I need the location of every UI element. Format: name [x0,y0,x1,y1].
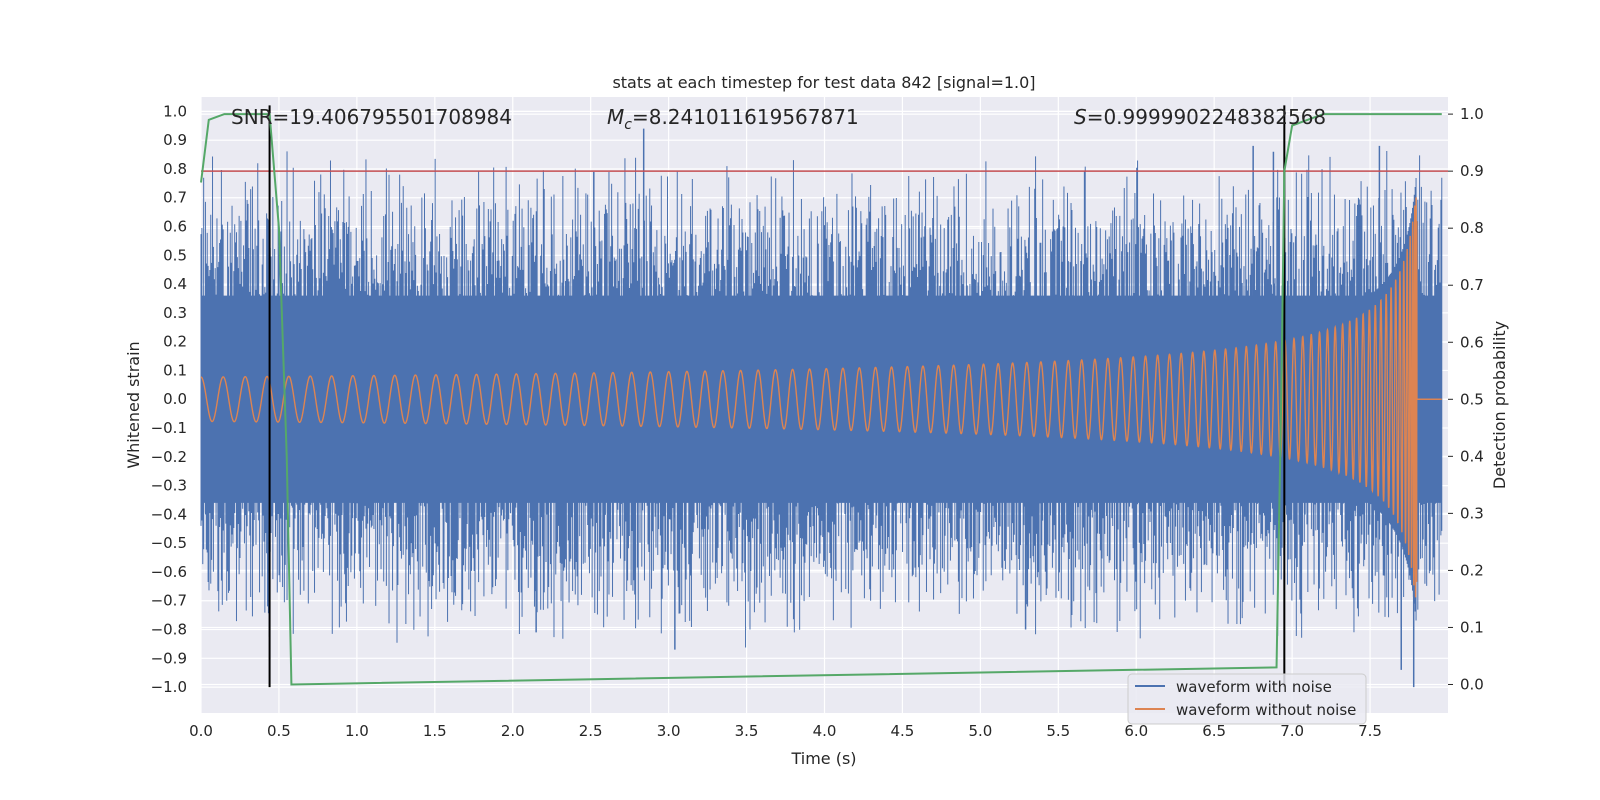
x-tick-label: 6.5 [1202,722,1226,740]
x-tick-label: 6.0 [1124,722,1148,740]
y-tick-label: −1.0 [151,678,187,696]
chart-title: stats at each timestep for test data 842… [612,73,1035,92]
y-tick-label: −0.4 [151,505,187,523]
y2-tick-label: 0.1 [1460,618,1484,636]
y-tick-label: −0.8 [151,621,187,639]
y2-tick-label: 0.6 [1460,333,1484,351]
y2-tick-label: 0.3 [1460,504,1484,522]
score-symbol: S [1074,105,1087,129]
legend-label-signal: waveform without noise [1176,701,1356,719]
signal-waveform [200,197,1442,598]
score-value: =0.9999902248382568 [1087,105,1326,129]
y-tick-label: −0.6 [151,563,187,581]
y-tick-label: 0.2 [163,333,187,351]
y-tick-label: 0.5 [163,246,187,264]
y2-tick-label: 0.5 [1460,390,1484,408]
chirp-mass-symbol: M [607,105,624,129]
x-tick-label: 7.0 [1280,722,1304,740]
y2-tick-label: 1.0 [1460,105,1484,123]
x-axis-label: Time (s) [790,749,856,768]
tick-labels: 0.0 0.5 1.0 1.5 2.0 2.5 3.0 3.5 4.0 4.5 5.0 5.5 6.0 6… [151,102,1484,740]
y2-axis-label: Detection probability [1490,321,1509,489]
y2-tick-label: 0.8 [1460,219,1484,237]
y-tick-label: −0.3 [151,477,187,495]
y-tick-label: −0.5 [151,534,187,552]
y-tick-label: 0.1 [163,361,187,379]
x-tick-label: 1.5 [423,722,447,740]
x-tick-label: 4.5 [891,722,915,740]
x-tick-label: 5.5 [1046,722,1070,740]
y-tick-label: −0.2 [151,448,187,466]
x-tick-label: 2.0 [501,722,525,740]
y-tick-label: 0.0 [163,390,187,408]
legend-box [1127,673,1367,725]
y-tick-label: −0.7 [151,592,187,610]
x-tick-label: 3.0 [657,722,681,740]
x-tick-label: 7.5 [1358,722,1382,740]
y-tick-label: 0.6 [163,218,187,236]
y-tick-label: −0.1 [151,419,187,437]
y2-tick-label: 0.2 [1460,561,1484,579]
x-tick-label: 2.5 [579,722,603,740]
y2-tick-label: 0.7 [1460,276,1484,294]
x-tick-label: 3.5 [735,722,759,740]
y-tick-label: 0.9 [163,131,187,149]
snr-annotation: SNR=19.406795501708984 [231,105,512,129]
y-tick-label: 0.3 [163,304,187,322]
noise-waveform [200,128,1443,688]
x-tick-label: 0.0 [189,722,213,740]
x-tick-label: 0.5 [267,722,291,740]
signal-line [200,197,1442,598]
noise-core [201,295,1442,503]
y-tick-label: −0.9 [151,649,187,667]
y-tick-label: 0.4 [163,275,187,293]
y-tick-label: 0.8 [163,160,187,178]
y2-tick-label: 0.0 [1460,675,1484,693]
score-annotation: S=0.9999902248382568 [1074,105,1326,129]
detection-probability-line [200,113,1442,686]
chirp-mass-subscript: c [624,117,632,133]
chirp-mass-annotation: Mc=8.241011619567871 [607,105,859,133]
probability-line [200,113,1442,686]
legend-label-noise: waveform with noise [1176,678,1332,696]
chirp-mass-value: =8.241011619567871 [632,105,859,129]
y-tick-label: 0.7 [163,189,187,207]
y-tick-label: 1.0 [163,102,187,120]
x-tick-label: 1.0 [345,722,369,740]
x-tick-label: 4.0 [813,722,837,740]
y-axis-label: Whitened strain [124,341,143,468]
x-tick-label: 5.0 [968,722,992,740]
legend: waveform with noise waveform without noi… [1127,673,1367,725]
y2-tick-label: 0.9 [1460,162,1484,180]
y2-tick-label: 0.4 [1460,447,1484,465]
